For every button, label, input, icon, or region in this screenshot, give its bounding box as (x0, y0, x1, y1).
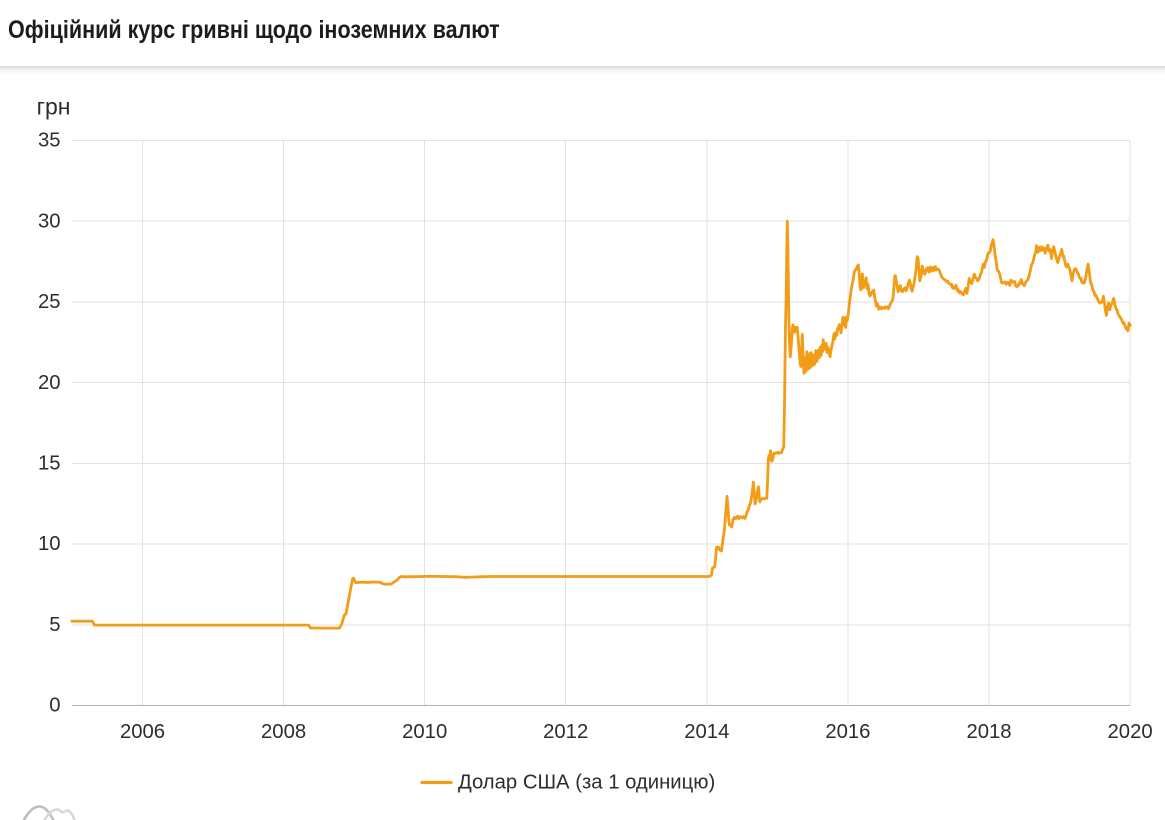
svg-text:30: 30 (38, 210, 61, 232)
svg-text:0: 0 (49, 695, 60, 717)
svg-text:2006: 2006 (120, 721, 165, 743)
svg-text:5: 5 (49, 614, 60, 636)
svg-text:Долар США (за 1 одиницю): Долар США (за 1 одиницю) (458, 772, 715, 794)
svg-text:20: 20 (38, 372, 61, 394)
svg-text:2018: 2018 (966, 721, 1011, 743)
svg-text:2012: 2012 (543, 721, 588, 743)
svg-text:10: 10 (38, 533, 61, 555)
svg-text:2020: 2020 (1108, 721, 1153, 743)
svg-text:15: 15 (38, 453, 61, 475)
svg-text:2016: 2016 (825, 721, 870, 743)
svg-text:35: 35 (38, 130, 61, 152)
svg-text:грн: грн (37, 94, 71, 120)
svg-text:2010: 2010 (402, 721, 447, 743)
svg-text:25: 25 (38, 291, 61, 313)
svg-text:2008: 2008 (261, 721, 306, 743)
svg-text:2014: 2014 (684, 721, 729, 743)
